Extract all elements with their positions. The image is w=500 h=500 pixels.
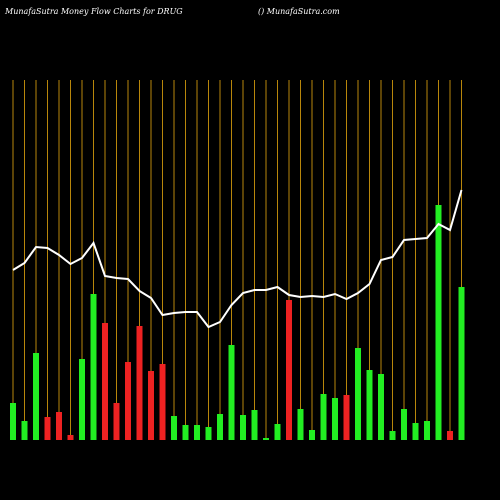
bar <box>240 415 246 440</box>
bar <box>343 395 350 440</box>
bar <box>378 374 384 440</box>
bar <box>125 362 131 440</box>
bar <box>217 414 223 440</box>
bar <box>286 300 292 440</box>
bar <box>56 412 62 440</box>
bar <box>10 403 16 440</box>
bar <box>136 326 143 440</box>
bar <box>389 431 396 440</box>
bar <box>228 345 235 440</box>
bar <box>79 359 85 440</box>
bar <box>366 370 373 440</box>
bar <box>182 425 189 440</box>
bar <box>171 416 177 440</box>
chart-subtitle: () MunafaSutra.com <box>258 7 340 16</box>
bar <box>102 323 108 440</box>
bar <box>148 371 154 440</box>
bar <box>67 435 74 440</box>
bar <box>412 423 419 440</box>
bar <box>194 425 200 440</box>
bar <box>251 410 258 440</box>
bar <box>355 348 361 440</box>
bar <box>435 205 442 440</box>
bar <box>274 424 281 440</box>
bar <box>320 394 327 440</box>
bar <box>447 431 453 440</box>
bar <box>33 353 39 440</box>
bar <box>458 287 465 440</box>
bar <box>205 427 212 440</box>
bar <box>90 294 97 440</box>
bar <box>263 438 269 440</box>
bar <box>401 409 407 440</box>
chart-title: MunafaSutra Money Flow Charts for DRUG <box>4 7 183 16</box>
money-flow-line <box>12 189 463 329</box>
bar <box>332 398 338 440</box>
bar <box>21 421 28 440</box>
bar <box>159 364 166 440</box>
bar <box>113 403 120 440</box>
bar <box>297 409 304 440</box>
bar <box>424 421 430 440</box>
bar <box>309 430 315 440</box>
bar <box>44 417 51 440</box>
